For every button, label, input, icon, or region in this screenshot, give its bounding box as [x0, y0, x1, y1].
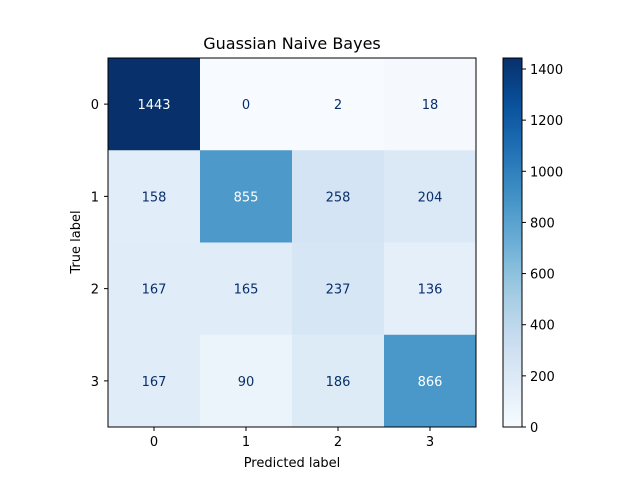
heatmap-cell-2-1: [200, 242, 293, 336]
heatmap-cell-0-0: [108, 58, 201, 151]
cell-value-label-0-0: 1443: [137, 98, 170, 113]
x-tick-label-0: 0: [150, 435, 158, 450]
heatmap-cell-2-3: [384, 242, 477, 336]
heatmap-cell-3-0: [108, 334, 201, 428]
heatmap-cell-0-1: [200, 58, 293, 151]
heatmap-cell-3-2: [292, 334, 385, 428]
x-axis-label: Predicted label: [244, 456, 341, 471]
colorbar-tick-label-4: 800: [530, 216, 555, 231]
heatmap-cell-3-1: [200, 334, 293, 428]
x-axis-ticks: 0 1 2 3: [150, 427, 434, 450]
cell-value-label-0-1: 0: [242, 98, 250, 113]
heatmap-cell-1-0: [108, 150, 201, 243]
cell-value-label-3-1: 90: [238, 375, 255, 390]
cell-value-label-0-3: 18: [422, 98, 439, 113]
heatmap-cell-0-2: [292, 58, 385, 151]
colorbar-tick-label-7: 1400: [530, 63, 563, 78]
y-tick-label-1: 1: [91, 190, 99, 205]
colorbar-tick-label-6: 1200: [530, 114, 563, 129]
y-tick-label-2: 2: [91, 283, 99, 298]
heatmap-cell-2-2: [292, 242, 385, 336]
heatmap-cell-2-0: [108, 242, 201, 336]
cell-value-label-1-3: 204: [418, 190, 443, 205]
cell-value-label-2-3: 136: [418, 283, 443, 298]
colorbar-tick-label-5: 1000: [530, 165, 563, 180]
x-tick-label-2: 2: [334, 435, 342, 450]
heatmap-cell-1-3: [384, 150, 477, 243]
x-tick-label-1: 1: [242, 435, 250, 450]
y-tick-label-0: 0: [91, 98, 99, 113]
y-tick-label-3: 3: [91, 375, 99, 390]
heatmap-cell-1-1: [200, 150, 293, 243]
heatmap-cell-0-3: [384, 58, 477, 151]
heatmap-value-labels: 1443 0 2 18 158 855 258 204 167 165 237 136 167 90 186…: [137, 98, 442, 390]
plot-area-frame: [107, 57, 477, 428]
chart-title: Guassian Naive Bayes: [203, 34, 381, 53]
cell-value-label-2-1: 165: [234, 283, 259, 298]
heatmap-cell-1-2: [292, 150, 385, 243]
heatmap-cells: [108, 58, 477, 428]
cell-value-label-2-0: 167: [142, 283, 167, 298]
colorbar-tick-label-1: 200: [530, 370, 555, 385]
cell-value-label-1-1: 855: [234, 190, 259, 205]
heatmap-cell-3-3: [384, 334, 477, 428]
y-axis-label: True label: [69, 210, 84, 274]
cell-value-label-0-2: 2: [334, 98, 342, 113]
cell-value-label-1-2: 258: [326, 190, 351, 205]
cell-value-label-3-3: 866: [418, 375, 443, 390]
x-tick-label-3: 3: [426, 435, 434, 450]
y-axis-ticks: 0 1 2 3: [91, 98, 108, 390]
cell-value-label-3-0: 167: [142, 375, 167, 390]
colorbar-ticks: 0 200 400 600 800 1000 1200 1400: [522, 63, 563, 436]
cell-value-label-2-2: 237: [326, 283, 351, 298]
cell-value-label-1-0: 158: [142, 190, 167, 205]
colorbar-tick-label-3: 600: [530, 268, 555, 283]
colorbar-tick-label-2: 400: [530, 319, 555, 334]
colorbar-tick-label-0: 0: [530, 421, 538, 436]
colorbar: [502, 57, 523, 428]
cell-value-label-3-2: 186: [326, 375, 351, 390]
